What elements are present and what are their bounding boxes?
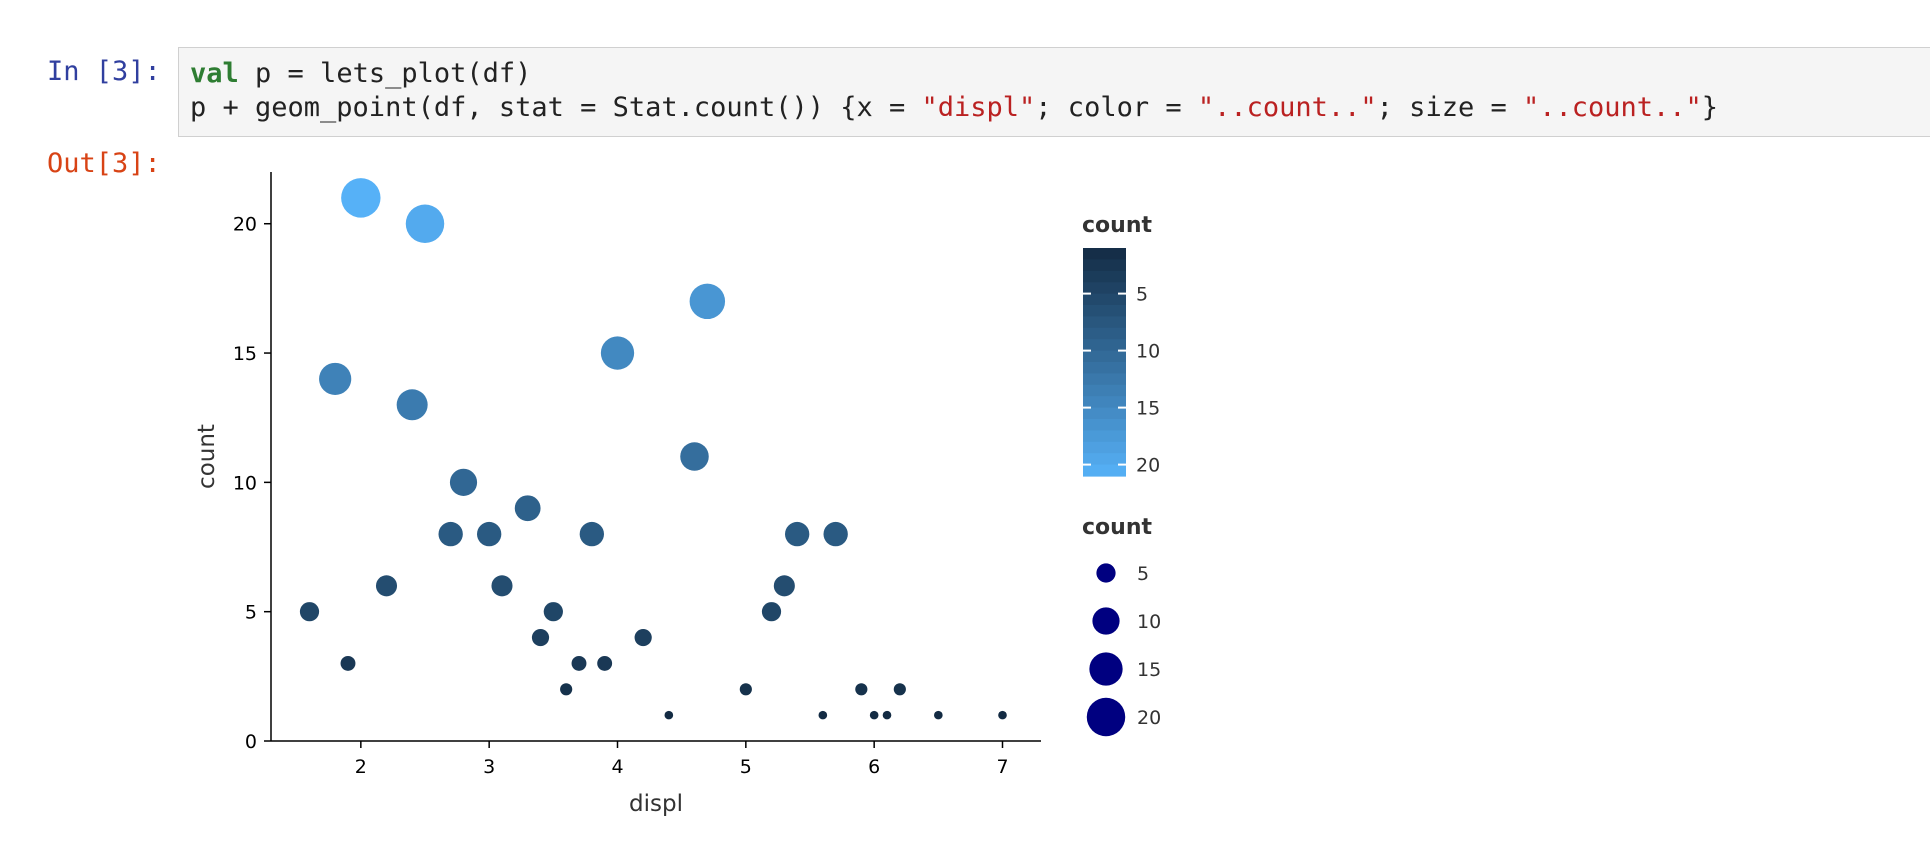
x-tick-label: 2 [355,756,367,778]
data-point [477,521,502,547]
color-bar-segment [1083,305,1126,317]
color-legend-title: count [1082,213,1152,238]
color-bar-segment [1083,270,1126,283]
x-tick-label: 6 [868,756,880,778]
input-prompt: In [3]: [47,56,161,87]
x-tick-label: 7 [996,756,1008,778]
color-bar-segment [1083,293,1126,306]
data-point [934,710,943,720]
code-token: ; size = [1376,92,1523,123]
data-point [396,389,428,421]
x-tick-label: 4 [611,756,623,778]
color-bar-segment [1083,282,1126,295]
data-point [882,710,892,720]
data-point [449,468,478,496]
color-bar-segment [1083,384,1126,397]
y-tick-label: 10 [233,472,257,494]
data-point [739,683,752,696]
color-bar-segment [1083,407,1126,420]
y-tick-label: 0 [245,731,257,753]
y-tick-label: 5 [245,602,257,624]
color-bar-segment [1083,464,1126,477]
data-point [405,204,445,243]
code-token: p = lets_plot(df) [238,58,532,89]
data-point [664,710,674,720]
data-point [823,521,848,547]
size-legend-key [1089,652,1123,686]
code-token: "..count.." [1522,92,1702,123]
color-bar-segment [1083,453,1126,466]
size-legend-key [1086,697,1126,737]
data-point [531,628,550,647]
data-point [689,283,726,320]
color-bar-segment [1083,373,1126,386]
code-token: val [190,58,239,89]
color-bar-segment [1083,362,1126,374]
color-bar-segment [1083,350,1126,363]
color-legend-label: 5 [1136,284,1148,306]
size-legend-label: 15 [1137,659,1161,681]
color-legend-label: 20 [1136,455,1160,477]
color-legend-label: 15 [1136,398,1160,420]
data-point [855,683,868,696]
color-bar-segment [1083,441,1126,454]
color-legend-label: 10 [1136,341,1160,363]
y-tick-label: 15 [233,343,257,365]
x-axis-label: displ [629,791,683,817]
data-point [785,521,810,547]
size-legend-key [1096,563,1116,583]
data-point [998,710,1007,720]
code-line-2: p + geom_point(df, stat = Stat.count()) … [190,92,1718,123]
data-point [893,683,906,696]
data-point [597,655,613,671]
data-point [340,655,356,671]
data-point [319,362,352,395]
code-token: "displ" [921,92,1036,123]
data-point [579,521,604,547]
size-legend-label: 5 [1137,563,1149,585]
x-tick-label: 5 [740,756,752,778]
size-legend-title: count [1082,515,1152,540]
code-token: "..count.." [1197,92,1377,123]
size-legend-key [1092,607,1120,635]
data-point [600,336,635,370]
color-bar-segment [1083,327,1126,340]
data-point [680,442,709,471]
color-bar-segment [1083,339,1126,352]
color-bar-segment [1083,430,1126,443]
output-prompt: Out[3]: [47,148,161,179]
size-legend-label: 10 [1137,611,1161,633]
color-bar-segment [1083,259,1126,272]
code-cell[interactable]: val p = lets_plot(df) p + geom_point(df,… [178,47,1930,137]
data-point [299,602,320,622]
data-point [818,710,828,720]
data-point [773,575,795,597]
data-point [571,655,587,671]
color-bar-segment [1083,248,1126,260]
data-point [438,521,463,547]
data-point [375,575,398,597]
data-point [514,495,541,522]
color-bar-segment [1083,396,1126,409]
data-point [869,710,879,720]
size-legend-label: 20 [1137,707,1161,729]
color-bar-segment [1083,419,1126,431]
data-point [560,683,573,696]
data-point [761,602,782,622]
code-line-1: val p = lets_plot(df) [190,58,531,89]
data-point [491,575,513,597]
code-token: } [1701,92,1719,123]
code-token: p + geom_point(df, stat = Stat.count()) … [190,92,922,123]
data-point [634,628,652,647]
code-token: ; color = [1035,92,1198,123]
data-point [341,178,381,218]
data-point [543,602,563,622]
y-axis-label: count [194,424,220,489]
y-tick-label: 20 [233,214,257,236]
x-tick-label: 3 [483,756,495,778]
color-bar-segment [1083,316,1126,329]
